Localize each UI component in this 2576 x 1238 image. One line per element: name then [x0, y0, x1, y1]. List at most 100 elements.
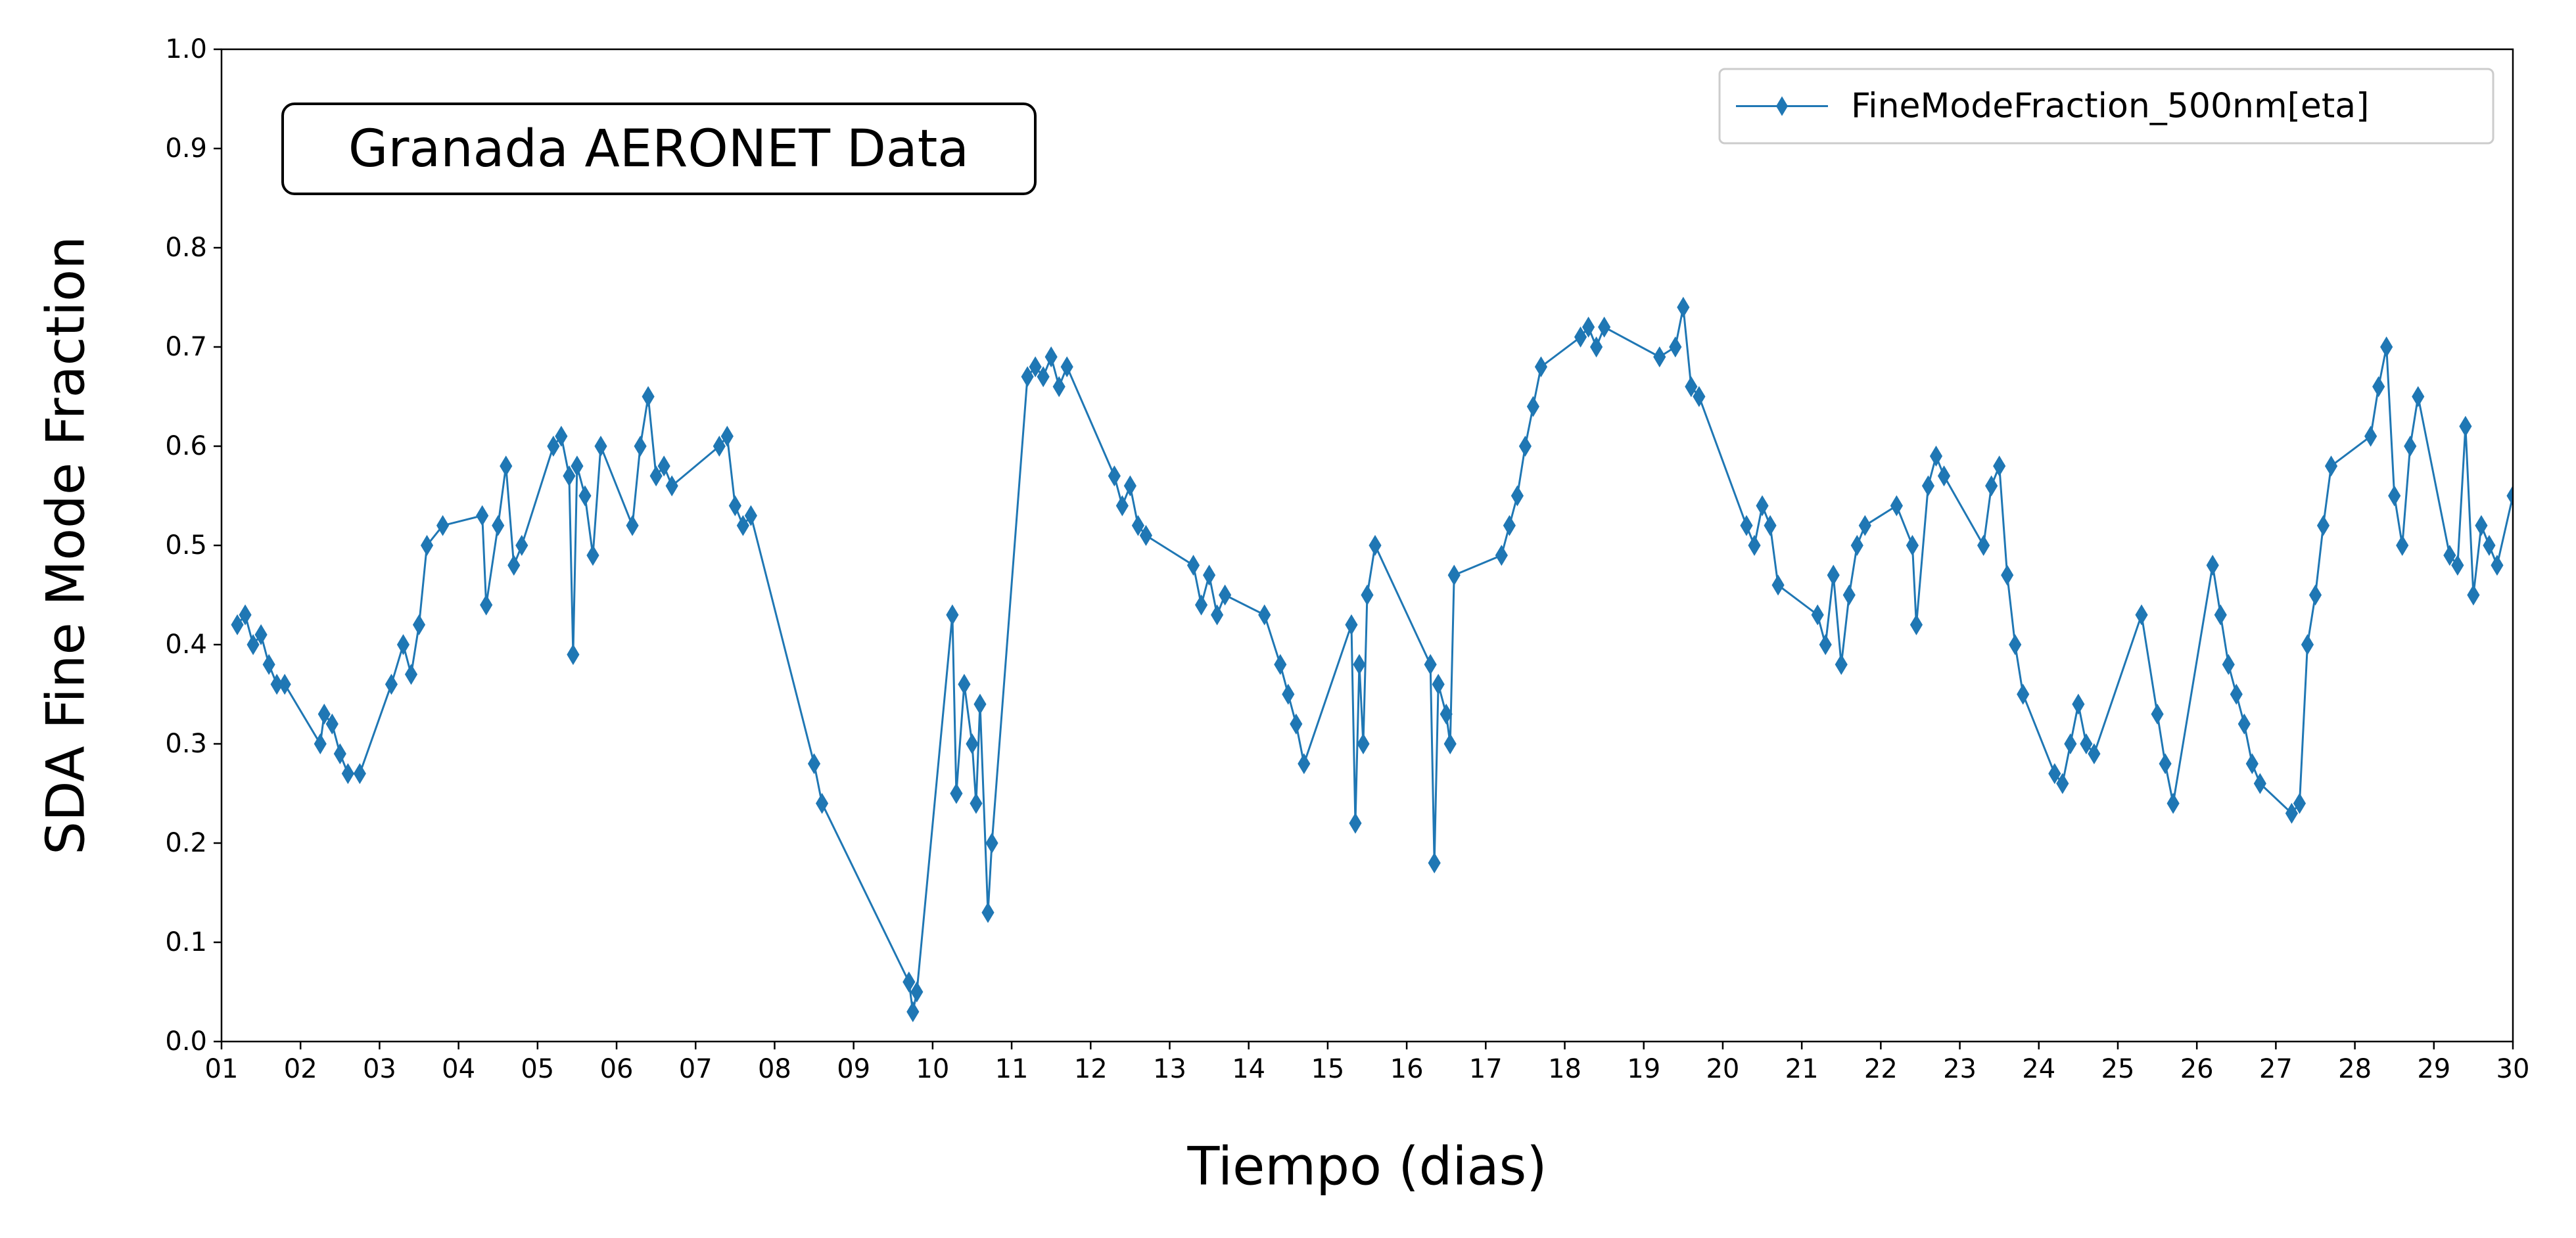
- data-point: [2222, 654, 2235, 676]
- x-tick-label: 30: [2496, 1054, 2530, 1084]
- x-tick-label: 05: [521, 1054, 554, 1084]
- data-point: [586, 545, 599, 566]
- data-point: [1357, 733, 1370, 754]
- x-tick-label: 13: [1153, 1054, 1186, 1084]
- data-point: [626, 515, 639, 536]
- data-point: [1842, 584, 1856, 606]
- data-point: [1424, 654, 1437, 676]
- data-point: [902, 971, 916, 993]
- data-point: [353, 763, 366, 785]
- x-tick-label: 29: [2417, 1054, 2450, 1084]
- data-point: [231, 614, 244, 635]
- data-point: [1503, 515, 1516, 536]
- data-point: [2151, 703, 2164, 725]
- data-point: [1361, 584, 1374, 606]
- data-point: [239, 604, 252, 626]
- data-point: [1526, 396, 1540, 417]
- x-tick-label: 08: [758, 1054, 791, 1084]
- data-point: [807, 753, 821, 775]
- data-point: [1258, 604, 1271, 626]
- data-point: [2253, 773, 2266, 794]
- data-point: [2237, 713, 2251, 735]
- data-point: [314, 733, 327, 754]
- data-point: [594, 436, 607, 457]
- data-point: [1937, 465, 1951, 487]
- x-tick-label: 15: [1311, 1054, 1344, 1084]
- data-point: [262, 654, 275, 676]
- data-point: [1740, 515, 1753, 536]
- data-point: [1835, 654, 1848, 676]
- data-point: [950, 783, 963, 804]
- data-point: [1909, 614, 1923, 635]
- data-point: [1890, 495, 1903, 516]
- data-point: [736, 515, 749, 536]
- data-point: [1052, 376, 1066, 398]
- data-point: [642, 386, 655, 407]
- data-point: [2301, 634, 2314, 655]
- data-point: [1574, 326, 1587, 348]
- data-point: [436, 515, 450, 536]
- data-point: [2506, 485, 2513, 507]
- data-point: [946, 604, 959, 626]
- data-point: [1298, 753, 1311, 775]
- data-point: [1598, 316, 1611, 338]
- data-point: [1428, 852, 1441, 874]
- data-point: [2308, 584, 2322, 606]
- x-tick-label: 17: [1469, 1054, 1503, 1084]
- x-tick-label: 27: [2259, 1054, 2293, 1084]
- data-point: [500, 455, 513, 477]
- data-point: [2001, 564, 2014, 586]
- data-point: [246, 634, 260, 655]
- data-point: [2206, 555, 2219, 576]
- data-point: [420, 535, 434, 556]
- data-point: [2009, 634, 2022, 655]
- data-point: [1060, 356, 1073, 378]
- y-tick-label: 1.0: [165, 34, 207, 64]
- data-point: [1748, 535, 1761, 556]
- data-point: [2285, 802, 2299, 824]
- plot-area: [231, 296, 2513, 1022]
- data-point: [1369, 535, 1382, 556]
- data-point: [2459, 415, 2472, 437]
- data-point: [1921, 475, 1935, 497]
- data-point: [2412, 386, 2425, 407]
- data-point: [1756, 495, 1769, 516]
- data-point: [567, 644, 580, 666]
- data-point: [2475, 515, 2488, 536]
- annotation: Granada AERONET Data: [348, 120, 969, 179]
- x-tick-label: 18: [1548, 1054, 1581, 1084]
- data-point: [649, 465, 663, 487]
- data-point: [966, 733, 979, 754]
- data-point: [1203, 564, 1216, 586]
- series-line: [236, 307, 2513, 1012]
- data-point: [1274, 654, 1287, 676]
- data-point: [1518, 436, 1532, 457]
- y-axis-label: SDA Fine Mode Fraction: [35, 236, 97, 855]
- data-point: [1443, 733, 1457, 754]
- annotation-box: [281, 103, 1037, 195]
- data-point: [1495, 545, 1508, 566]
- x-tick-label: 09: [837, 1054, 870, 1084]
- x-tick-label: 25: [2101, 1054, 2135, 1084]
- data-point: [1353, 654, 1366, 676]
- data-point: [404, 664, 418, 685]
- data-point: [2159, 753, 2172, 775]
- data-point: [2404, 436, 2417, 457]
- data-point: [1044, 346, 1058, 368]
- data-point: [1186, 555, 1200, 576]
- data-point: [1850, 535, 1863, 556]
- data-point: [1037, 366, 1050, 388]
- data-point: [547, 436, 560, 457]
- x-tick-label: 23: [1943, 1054, 1977, 1084]
- data-point: [1219, 584, 1232, 606]
- data-point: [1811, 604, 1824, 626]
- data-point: [1534, 356, 1548, 378]
- data-point: [492, 515, 505, 536]
- data-point: [1590, 336, 1603, 357]
- x-tick-label: 28: [2338, 1054, 2372, 1084]
- y-tick-label: 0.1: [165, 927, 207, 957]
- y-tick-label: 0.8: [165, 233, 207, 263]
- legend-label: FineModeFraction_500nm[eta]: [1851, 87, 2369, 126]
- x-tick-label: 06: [600, 1054, 634, 1084]
- data-point: [480, 594, 493, 616]
